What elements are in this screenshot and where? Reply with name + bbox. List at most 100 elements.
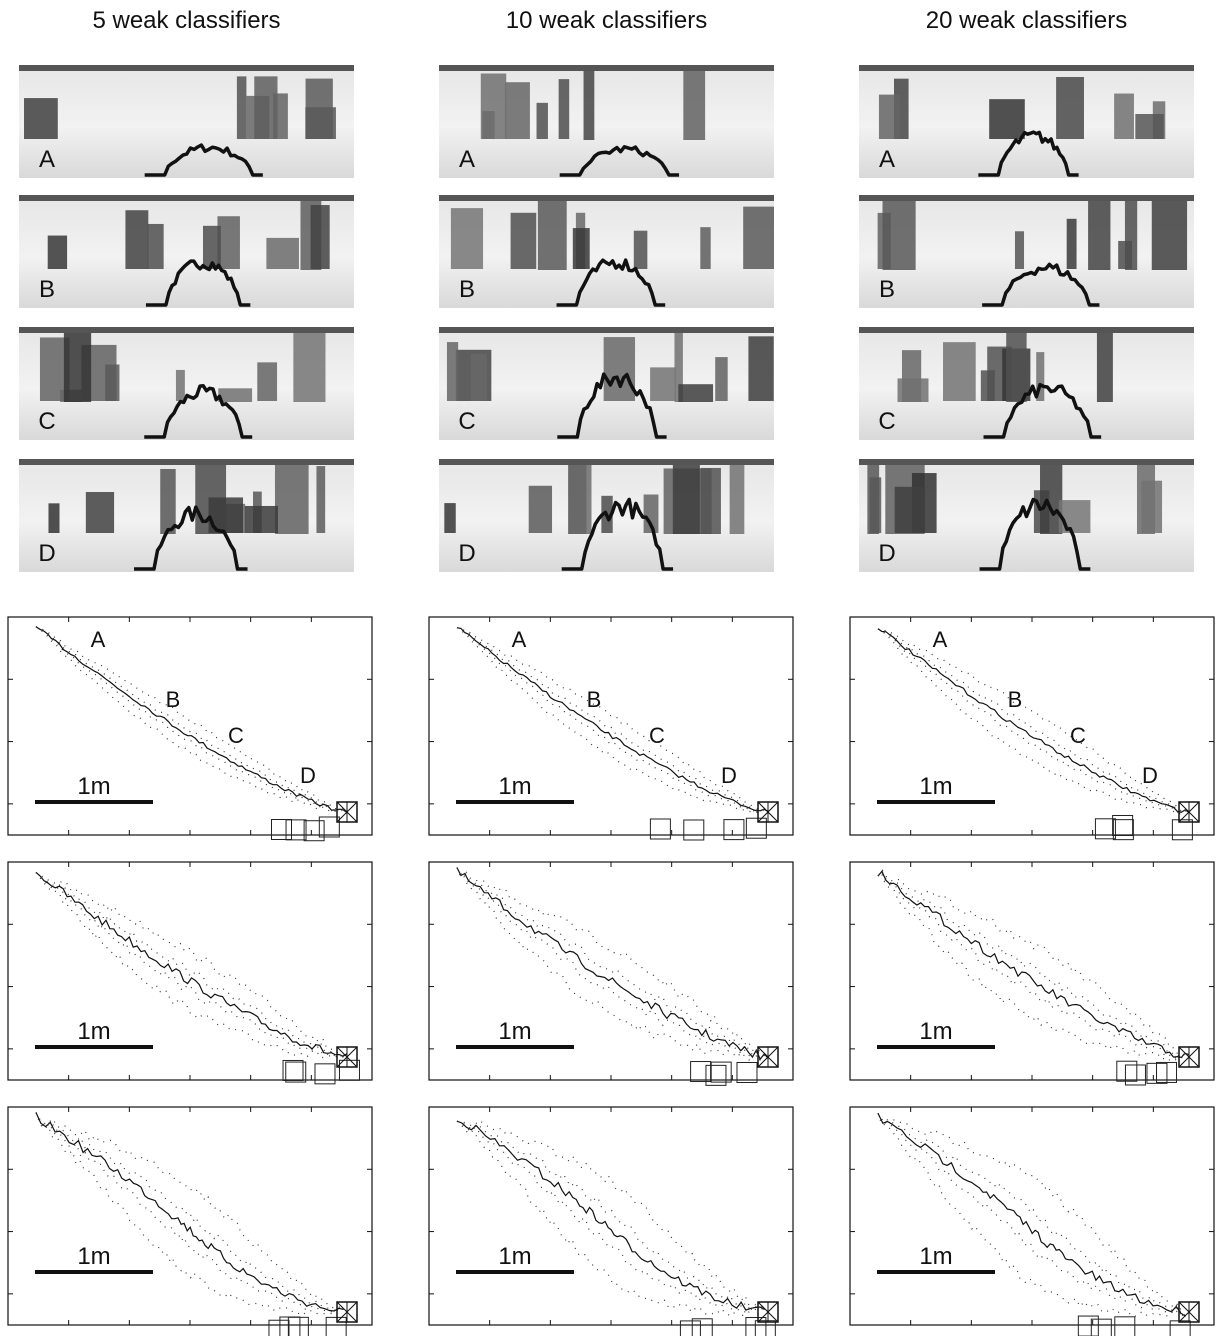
estimated-path xyxy=(456,1119,766,1310)
plot-frame xyxy=(849,1106,1215,1326)
trajectory-label: C xyxy=(649,723,665,748)
camera-image xyxy=(439,459,774,572)
scene-block xyxy=(450,208,484,269)
column-title: 5 weak classifiers xyxy=(92,7,280,34)
end-marker xyxy=(691,1318,713,1336)
ground-truth-path xyxy=(35,1112,344,1312)
estimated-path xyxy=(456,1120,765,1317)
scene-block xyxy=(1114,93,1134,139)
image-top xyxy=(859,195,1194,201)
scene-block xyxy=(48,503,60,533)
trajectory-label: A xyxy=(91,627,106,652)
scene-block xyxy=(310,205,330,269)
camera-image xyxy=(439,65,774,178)
ground-truth-path xyxy=(456,1120,765,1311)
trajectory-label: C xyxy=(1070,723,1086,748)
image-label: D xyxy=(878,540,895,567)
end-marker xyxy=(1124,1064,1146,1086)
scene-block xyxy=(1088,201,1111,270)
response-curve xyxy=(557,372,667,439)
end-marker xyxy=(754,1320,776,1336)
estimated-path xyxy=(456,867,769,1063)
scene-block xyxy=(674,333,683,402)
scene-block xyxy=(1151,201,1188,270)
end-marker xyxy=(736,1062,758,1084)
response-curve xyxy=(144,143,263,177)
scene-block xyxy=(85,492,115,533)
scene-block xyxy=(305,78,333,139)
scene-block xyxy=(980,370,995,401)
response-curve xyxy=(556,258,666,307)
end-marker xyxy=(1090,1318,1112,1336)
goal-cross xyxy=(757,1301,779,1323)
image-top xyxy=(439,195,774,201)
end-marker xyxy=(285,1061,307,1083)
camera-image xyxy=(19,195,354,308)
response-curve xyxy=(134,505,248,571)
trajectory-plot: 1m xyxy=(7,1106,373,1336)
scale-label: 1m xyxy=(77,1243,110,1270)
estimated-path xyxy=(35,1112,344,1311)
column-title: 10 weak classifiers xyxy=(506,7,707,34)
image-label: C xyxy=(458,408,475,435)
response-curve xyxy=(979,497,1091,571)
camera-image xyxy=(19,65,354,178)
end-marker xyxy=(1146,1062,1168,1084)
scene-block xyxy=(650,367,676,401)
scene-block xyxy=(175,369,185,401)
end-marker xyxy=(1094,818,1116,840)
trajectory-label: A xyxy=(933,627,948,652)
estimated-path xyxy=(35,1112,344,1317)
scene-block xyxy=(894,486,926,533)
image-label: A xyxy=(459,146,475,173)
trajectory-plot: 1m xyxy=(849,1106,1215,1336)
scene-block xyxy=(989,99,1025,139)
scene-block xyxy=(244,505,278,533)
response-curve xyxy=(559,145,680,177)
scene-block xyxy=(254,76,278,139)
scene-block xyxy=(603,337,636,401)
end-marker xyxy=(649,818,671,840)
scene-block xyxy=(729,465,745,534)
trajectory-plot: 1m xyxy=(849,861,1215,1086)
scene-block xyxy=(568,465,587,534)
end-marker xyxy=(745,1317,767,1336)
scale-label: 1m xyxy=(498,1018,531,1045)
scene-block xyxy=(1096,333,1113,402)
image-top xyxy=(19,195,354,201)
image-top xyxy=(19,65,354,71)
scene-block xyxy=(446,342,459,401)
ground-truth-path xyxy=(35,626,348,813)
trajectory-plot: 1m A B C D xyxy=(849,616,1215,841)
scene-block xyxy=(1058,500,1091,533)
response-curve xyxy=(561,497,674,571)
end-marker xyxy=(1116,1060,1138,1082)
scene-block xyxy=(257,362,278,401)
goal-cross xyxy=(757,801,779,823)
scene-block xyxy=(1006,333,1027,402)
scene-block xyxy=(537,201,567,270)
scene-block xyxy=(202,225,221,269)
end-marker xyxy=(314,1063,336,1085)
image-top xyxy=(859,327,1194,333)
trajectory-label: D xyxy=(721,763,737,788)
image-top xyxy=(439,65,774,71)
estimated-path xyxy=(877,1112,1186,1317)
estimated-path xyxy=(877,1112,1186,1317)
response-curve xyxy=(145,259,251,307)
column-title: 20 weak classifiers xyxy=(926,7,1127,34)
image-label: A xyxy=(39,146,55,173)
trajectory-plot: 1m xyxy=(428,861,794,1086)
scale-label: 1m xyxy=(77,773,110,800)
goal-cross xyxy=(757,1046,779,1068)
camera-image xyxy=(19,327,354,440)
scene-block xyxy=(1141,480,1163,533)
camera-image xyxy=(439,327,774,440)
scene-block xyxy=(316,466,326,533)
scene-block xyxy=(147,223,164,269)
image-top xyxy=(859,65,1194,71)
response-curve xyxy=(144,383,253,439)
end-marker xyxy=(282,1059,304,1081)
end-marker xyxy=(705,1064,727,1086)
scene-block xyxy=(160,468,176,534)
